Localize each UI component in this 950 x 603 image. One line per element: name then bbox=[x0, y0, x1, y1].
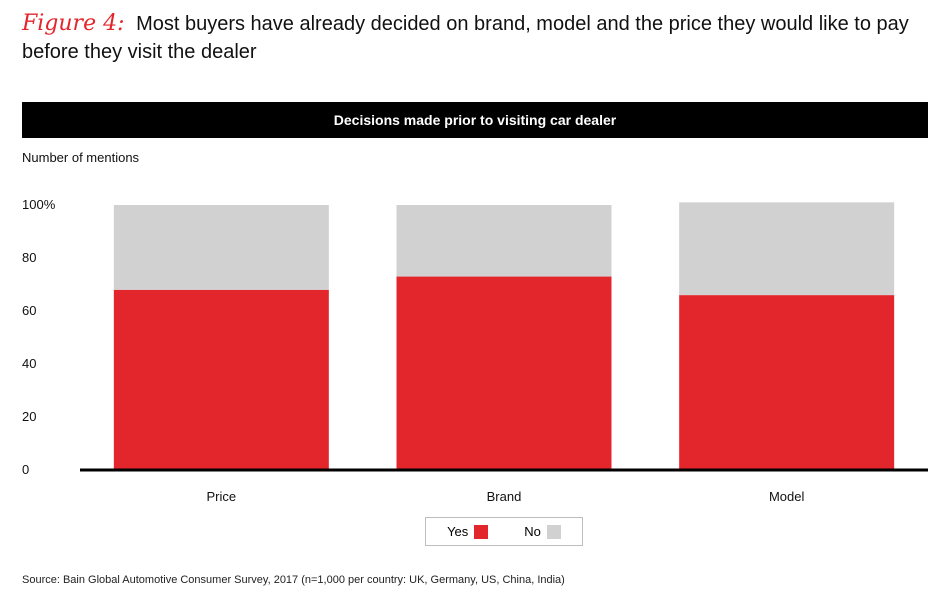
x-tick-label: Brand bbox=[487, 489, 522, 504]
bar-no-price bbox=[113, 205, 329, 290]
y-tick-label: 20 bbox=[22, 409, 36, 424]
y-tick-label: 100% bbox=[22, 197, 56, 212]
legend-swatch-no bbox=[546, 524, 561, 539]
bar-yes-model bbox=[679, 295, 895, 470]
x-tick-label: Model bbox=[769, 489, 805, 504]
y-axis-label: Number of mentions bbox=[22, 150, 140, 165]
source-note: Source: Bain Global Automotive Consumer … bbox=[22, 574, 565, 586]
legend-item-yes: Yes bbox=[447, 524, 489, 539]
chart-banner: Decisions made prior to visiting car dea… bbox=[22, 102, 928, 138]
legend-item-no: No bbox=[524, 524, 561, 539]
y-tick-label: 0 bbox=[22, 462, 29, 477]
x-tick-label: Price bbox=[207, 489, 237, 504]
bar-no-model bbox=[679, 202, 895, 296]
legend-label-yes: Yes bbox=[447, 524, 469, 539]
figure-title: Figure 4: Most buyers have already decid… bbox=[22, 10, 937, 66]
bar-yes-brand bbox=[396, 276, 612, 470]
chart-banner-text: Decisions made prior to visiting car dea… bbox=[333, 112, 617, 128]
legend-swatch-yes bbox=[474, 524, 489, 539]
figure-label: Figure 4: bbox=[22, 11, 125, 36]
bar-yes-price bbox=[113, 289, 329, 470]
legend: Yes No bbox=[425, 517, 583, 546]
bar-no-brand bbox=[396, 205, 612, 277]
stacked-bar-chart: 0 20 40 60 80 100% Price Brand Model bbox=[22, 197, 928, 504]
legend-label-no: No bbox=[524, 524, 541, 539]
y-tick-label: 40 bbox=[22, 356, 36, 371]
y-tick-label: 60 bbox=[22, 303, 36, 318]
figure-title-text: Most buyers have already decided on bran… bbox=[22, 13, 909, 63]
y-tick-label: 80 bbox=[22, 250, 36, 265]
